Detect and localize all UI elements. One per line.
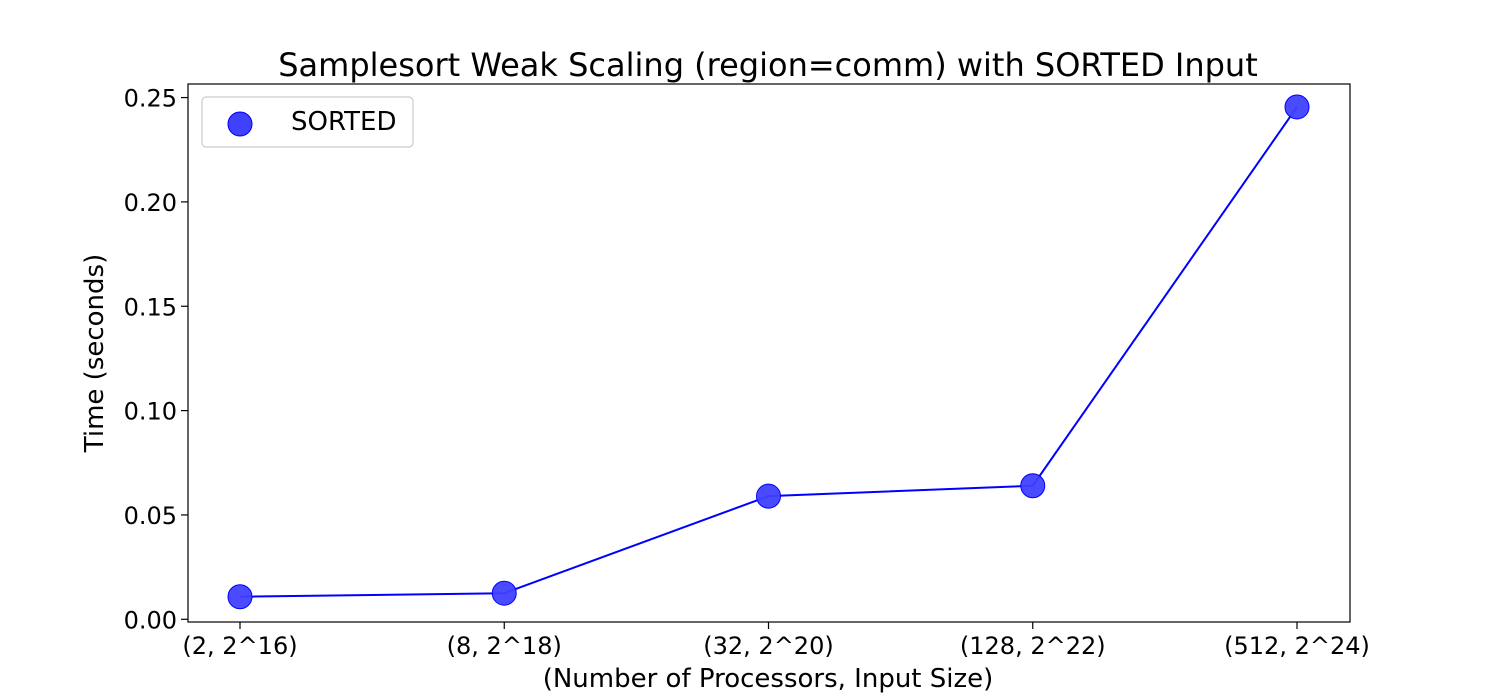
chart-title: Samplesort Weak Scaling (region=comm) wi… xyxy=(278,46,1258,84)
legend-label-sorted: SORTED xyxy=(291,107,396,137)
x-axis-label: (Number of Processors, Input Size) xyxy=(543,664,994,694)
y-tick-label: 0.20 xyxy=(124,189,177,217)
legend-marker-sorted xyxy=(227,111,253,137)
y-axis-label: Time (seconds) xyxy=(80,254,110,453)
y-tick-label: 0.15 xyxy=(124,293,177,321)
data-point xyxy=(1284,94,1310,120)
x-tick-label: (32, 2^20) xyxy=(703,632,833,660)
y-tick-label: 0.25 xyxy=(124,85,177,113)
y-tick-label: 0.05 xyxy=(124,502,177,530)
x-tick-label: (128, 2^22) xyxy=(960,632,1106,660)
y-tick-label: 0.00 xyxy=(124,606,177,634)
x-axis: (2, 2^16) (8, 2^18) (32, 2^20) (128, 2^22) (… xyxy=(182,622,1370,660)
legend-box xyxy=(201,96,414,148)
data-point xyxy=(1020,473,1046,499)
x-tick-label: (8, 2^18) xyxy=(447,632,562,660)
x-tick-label: (2, 2^16) xyxy=(182,632,297,660)
plot-area xyxy=(227,94,1310,610)
y-tick-label: 0.10 xyxy=(124,398,177,426)
legend: SORTED xyxy=(201,96,414,148)
data-point xyxy=(756,483,781,509)
data-point xyxy=(491,580,517,606)
data-point xyxy=(227,584,253,610)
x-tick-label: (512, 2^24) xyxy=(1224,632,1370,660)
y-axis: 0.00 0.05 0.10 0.15 0.20 0.25 xyxy=(124,85,188,634)
